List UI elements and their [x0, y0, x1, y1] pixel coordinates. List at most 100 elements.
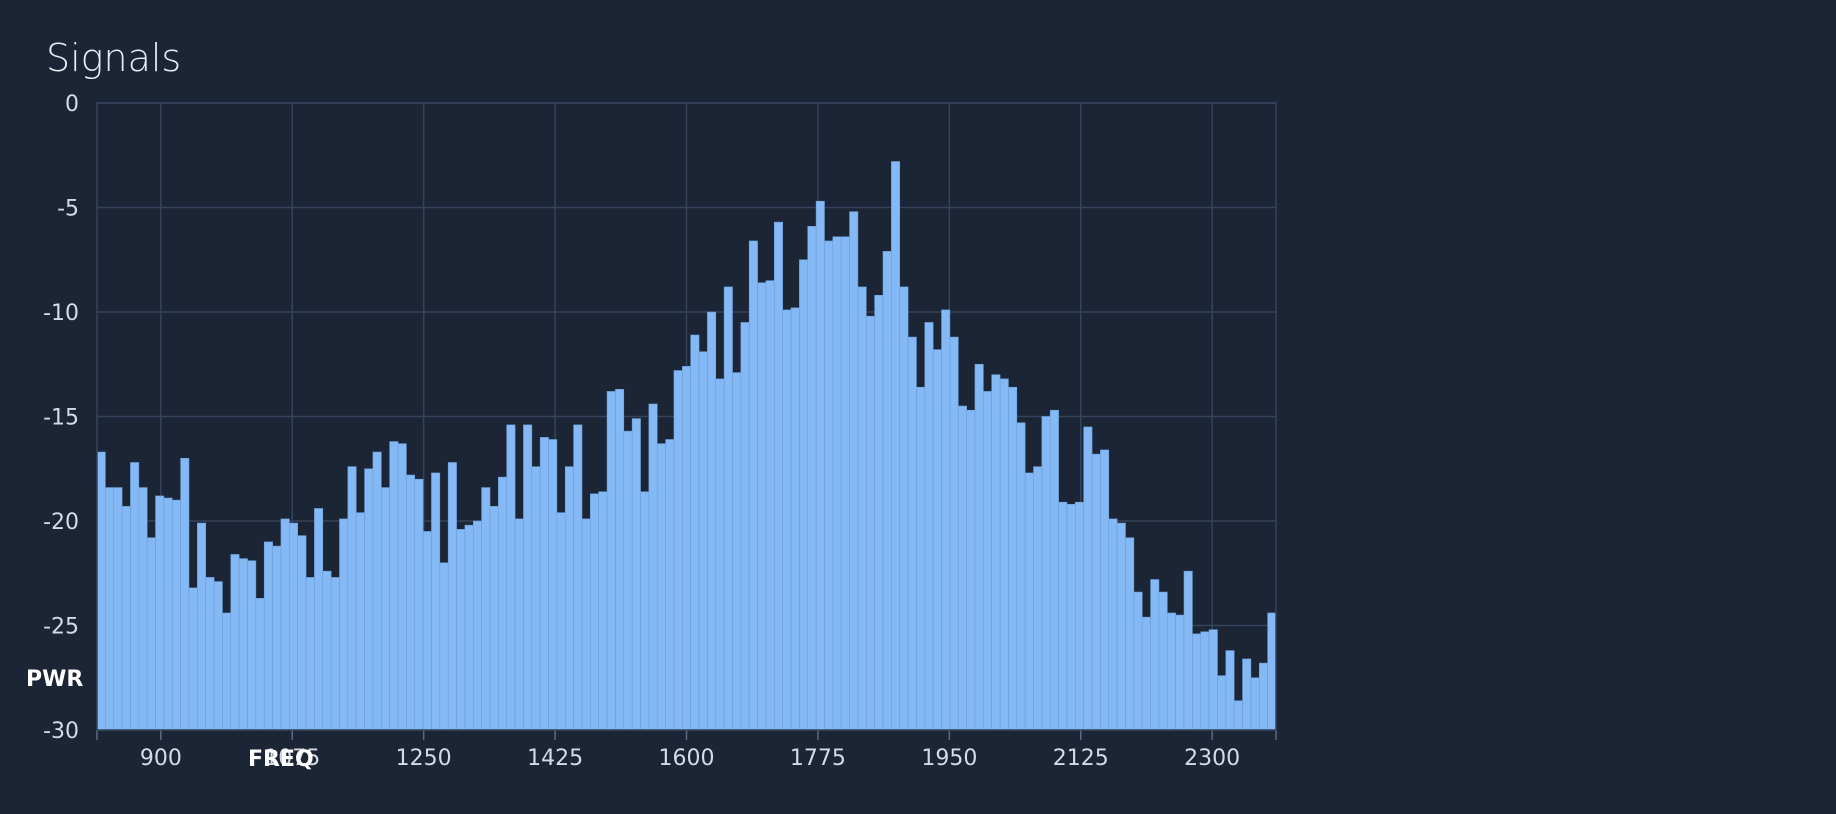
bar [289, 522, 298, 731]
bar [1141, 616, 1151, 731]
bar [598, 491, 608, 731]
bar [757, 282, 767, 731]
x-tick-label: 2300 [1184, 746, 1240, 771]
bar [1250, 677, 1260, 731]
bar [389, 441, 399, 731]
bar [531, 466, 541, 731]
bar [966, 409, 976, 731]
bar [631, 418, 641, 731]
bar [640, 491, 650, 731]
bar [105, 487, 115, 731]
bar [748, 240, 758, 731]
bar [723, 286, 733, 731]
bar [1166, 612, 1176, 731]
bar [372, 451, 382, 731]
x-tick-label: 1250 [396, 746, 452, 771]
bar [439, 562, 449, 731]
bar [615, 389, 625, 731]
bar [840, 236, 850, 731]
bar [682, 366, 691, 731]
y-tick-label: -5 [57, 197, 79, 222]
y-tick-label: -15 [43, 406, 79, 431]
bar [539, 437, 549, 731]
x-tick-label: 2125 [1053, 746, 1109, 771]
bar [238, 558, 248, 731]
bar [514, 518, 524, 731]
bar [1233, 700, 1243, 731]
bar [849, 211, 859, 731]
x-tick-label: 1425 [527, 746, 583, 771]
bar [380, 487, 390, 731]
bar [1091, 453, 1101, 731]
bar [255, 598, 265, 731]
bar [498, 476, 508, 731]
bar [991, 374, 1001, 731]
bar [707, 311, 717, 731]
y-tick-labels: 0 -5 -10 -15 -20 -25 -30 [43, 92, 79, 744]
bar [397, 443, 407, 731]
bar [590, 493, 600, 731]
bar [1041, 416, 1051, 731]
bar [1258, 662, 1268, 731]
bar [983, 391, 993, 731]
bar [489, 506, 499, 731]
bar [456, 529, 466, 731]
bar [1024, 472, 1034, 731]
bar [406, 474, 416, 731]
y-tick-label: -20 [43, 510, 79, 535]
chart-title: Signals [46, 36, 181, 80]
bar [464, 524, 474, 731]
bar [414, 478, 424, 731]
bar [1008, 386, 1018, 731]
bar [957, 405, 967, 731]
bar [790, 307, 800, 731]
bar [740, 322, 750, 731]
bar [932, 349, 942, 731]
bar [280, 518, 290, 731]
plot-frame [96, 102, 1277, 731]
bar [1049, 409, 1059, 731]
bar [882, 251, 892, 731]
bar [1125, 537, 1135, 731]
bar [197, 522, 207, 731]
bar [548, 439, 558, 731]
bar [1058, 501, 1068, 731]
bar [974, 363, 984, 731]
y-axis-label: PWR [26, 667, 83, 692]
y-tick-label: -10 [43, 301, 79, 326]
bar [690, 334, 700, 731]
bar [472, 520, 482, 731]
bar [865, 315, 875, 731]
bar [665, 439, 675, 731]
bar [899, 286, 909, 731]
bar [188, 587, 198, 731]
bar [230, 554, 240, 731]
bar [1133, 591, 1143, 731]
bar [673, 370, 683, 731]
bar [422, 531, 432, 731]
bar [556, 512, 566, 731]
bar [1016, 422, 1026, 731]
bar [247, 560, 257, 731]
bar [213, 581, 223, 731]
bar [1108, 518, 1118, 731]
x-tick-label: 1600 [659, 746, 715, 771]
bar [606, 391, 616, 731]
bar [347, 466, 357, 731]
bar [155, 495, 165, 731]
bar [96, 451, 106, 731]
bar [799, 259, 809, 731]
bar [121, 506, 131, 731]
x-tick-labels: 900 1075 1250 1425 1600 1775 1950 2125 2300 [140, 746, 1240, 771]
bar [305, 577, 315, 731]
bar [1267, 612, 1277, 731]
bar [171, 499, 181, 731]
bar-layer [96, 161, 1277, 731]
bar [1033, 466, 1043, 731]
bar [815, 200, 825, 731]
x-axis-label: FREQ [248, 747, 314, 772]
bar [623, 430, 633, 731]
x-tick-label: 1775 [790, 746, 846, 771]
bar [523, 424, 533, 731]
